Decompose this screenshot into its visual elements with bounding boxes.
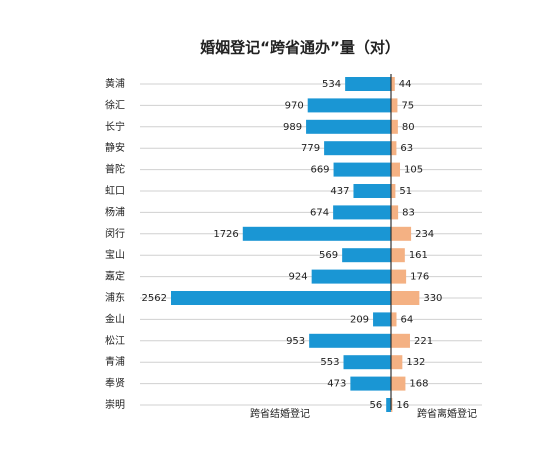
bar (342, 248, 391, 263)
value-label: 80 (402, 122, 415, 133)
bar (353, 184, 391, 198)
bar (333, 205, 391, 220)
value-label: 234 (415, 229, 434, 240)
bar (386, 398, 391, 412)
value-label: 989 (283, 122, 302, 133)
value-label: 669 (310, 165, 329, 176)
category-label: 崇明 (105, 399, 125, 411)
bar (391, 98, 398, 113)
value-label: 569 (319, 250, 338, 261)
category-label: 徐汇 (105, 98, 125, 111)
bar (324, 141, 391, 156)
category-label: 闵行 (105, 227, 125, 240)
bar (307, 98, 391, 113)
value-label: 64 (400, 314, 413, 325)
value-label: 161 (409, 250, 428, 261)
bar (391, 376, 406, 391)
category-label: 杨浦 (105, 205, 125, 218)
value-label: 473 (327, 379, 346, 390)
bar (391, 141, 397, 156)
category-label: 虹口 (105, 185, 125, 197)
bar (391, 226, 412, 241)
bar (350, 376, 391, 391)
category-label: 普陀 (105, 163, 125, 176)
bar (391, 398, 393, 412)
bar (391, 77, 395, 91)
value-label: 674 (310, 207, 329, 218)
bar (343, 355, 391, 370)
bar (333, 162, 391, 177)
legend-label: 跨省离婚登记 (417, 407, 477, 420)
bar (242, 226, 391, 241)
category-label: 黄浦 (105, 77, 125, 90)
value-label: 83 (402, 207, 415, 218)
bar (391, 184, 396, 198)
category-label: 青浦 (105, 355, 125, 368)
value-label: 63 (400, 143, 413, 154)
value-label: 953 (286, 336, 305, 347)
value-label: 553 (320, 357, 339, 368)
legend-label: 跨省结婚登记 (250, 407, 310, 420)
value-label: 44 (399, 79, 412, 90)
category-label: 金山 (105, 312, 125, 325)
bar (309, 333, 391, 348)
value-label: 1726 (213, 229, 238, 240)
bar (391, 248, 405, 263)
bar (391, 119, 398, 134)
bar (373, 312, 391, 327)
value-label: 209 (350, 314, 369, 325)
bar (391, 269, 407, 284)
bar (391, 205, 399, 220)
bar (391, 291, 420, 305)
value-label: 132 (406, 357, 425, 368)
value-label: 105 (404, 165, 423, 176)
value-label: 330 (423, 293, 442, 304)
value-label: 924 (289, 272, 308, 283)
bar (391, 312, 397, 327)
bar (391, 162, 401, 177)
category-label: 奉贤 (105, 377, 125, 390)
category-label: 静安 (105, 141, 125, 154)
bar (391, 333, 410, 348)
category-label: 浦东 (105, 291, 125, 304)
bar (311, 269, 391, 284)
value-label: 51 (399, 186, 412, 197)
value-label: 176 (410, 272, 429, 283)
value-label: 2562 (142, 293, 167, 304)
bar (306, 119, 391, 134)
category-label: 长宁 (105, 120, 125, 133)
bar (171, 291, 391, 305)
value-label: 437 (330, 186, 349, 197)
bar (391, 355, 403, 370)
value-label: 16 (396, 400, 409, 411)
category-label: 宝山 (105, 248, 125, 261)
category-label: 松江 (105, 334, 125, 347)
bar (345, 77, 391, 91)
value-label: 970 (285, 100, 304, 111)
value-label: 534 (322, 79, 341, 90)
value-label: 221 (414, 336, 433, 347)
chart-title: 婚姻登记“跨省通办”量（对） (200, 39, 400, 57)
category-label: 嘉定 (105, 270, 125, 283)
value-label: 56 (369, 400, 382, 411)
value-label: 779 (301, 143, 320, 154)
value-label: 75 (401, 100, 414, 111)
value-label: 168 (409, 379, 428, 390)
